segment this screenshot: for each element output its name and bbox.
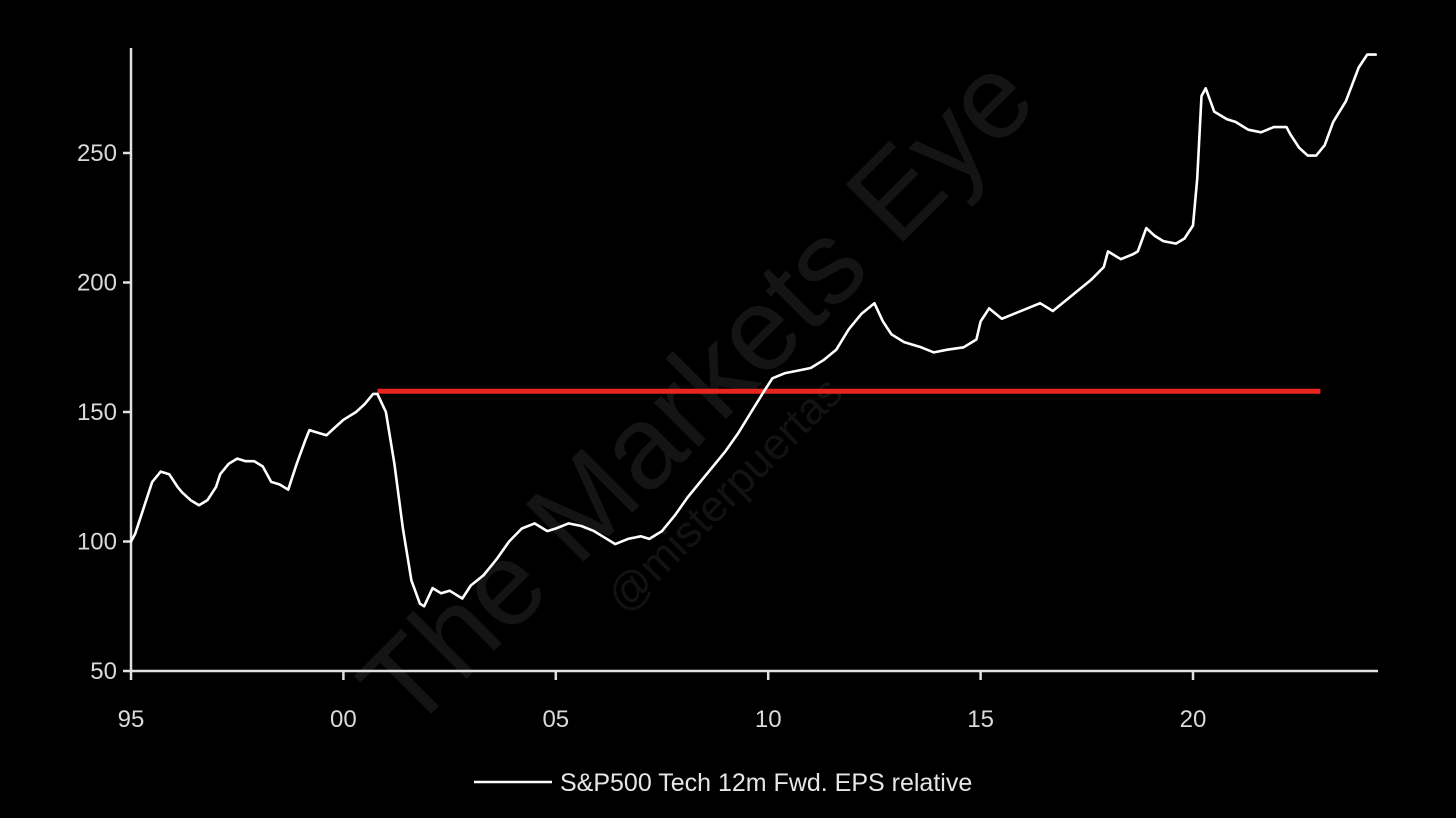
y-tick-label: 50 (90, 658, 117, 685)
legend: S&P500 Tech 12m Fwd. EPS relative (474, 769, 972, 797)
x-axis: 95 00 05 10 15 20 (118, 669, 1378, 733)
y-tick-label: 200 (77, 270, 117, 297)
series-group (129, 53, 1377, 608)
y-tick-label: 100 (77, 529, 117, 556)
y-tick-label: 250 (77, 140, 117, 167)
x-tick-label: 10 (755, 706, 782, 733)
series-line (129, 53, 1377, 608)
y-tick-label: 150 (77, 399, 117, 426)
legend-label: S&P500 Tech 12m Fwd. EPS relative (560, 769, 972, 797)
y-axis: 50 100 150 200 250 (77, 48, 133, 685)
x-tick-label: 05 (542, 706, 569, 733)
x-tick-label: 00 (330, 706, 357, 733)
x-tick-label: 15 (967, 706, 994, 733)
x-tick-label: 95 (118, 706, 145, 733)
x-tick-label: 20 (1180, 706, 1207, 733)
